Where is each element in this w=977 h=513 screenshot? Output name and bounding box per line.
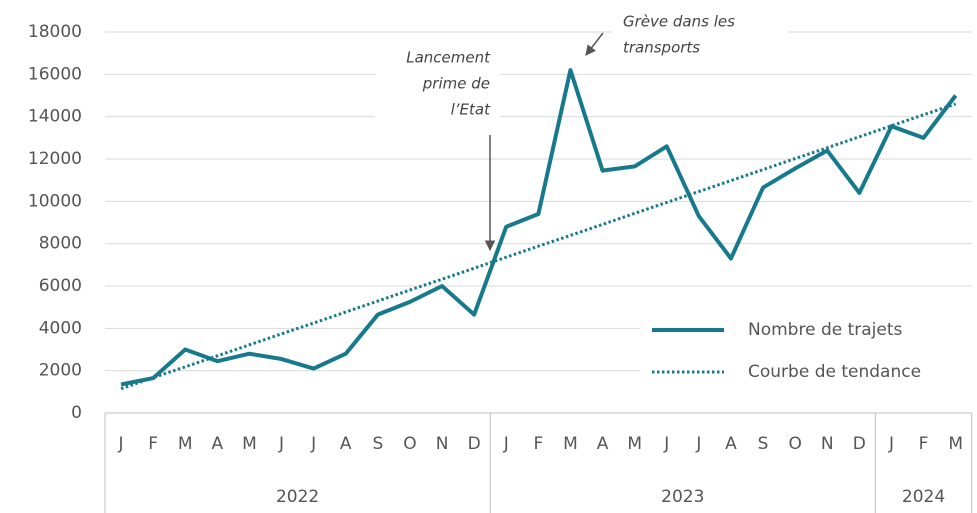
annotation-text: l’Etat (451, 101, 491, 119)
y-tick-label: 14000 (28, 107, 82, 127)
group-label: 2024 (902, 487, 945, 507)
data-line (120, 68, 958, 387)
x-tick-label: N (821, 434, 834, 454)
annotation-bg (375, 42, 500, 124)
x-tick-label: O (788, 434, 801, 454)
group-label: 2022 (276, 487, 319, 507)
x-tick-label: J (663, 434, 669, 454)
y-tick-label: 18000 (28, 22, 82, 42)
x-tick-label: M (242, 434, 257, 454)
y-tick-label: 10000 (28, 191, 82, 211)
x-tick-label: A (597, 434, 609, 454)
x-tick-label: M (563, 434, 578, 454)
x-tick-label: A (212, 434, 224, 454)
x-tick-label: S (372, 434, 383, 454)
x-tick-label: J (888, 434, 894, 454)
y-tick-label: 0 (71, 403, 82, 423)
annotation-text: Grève dans les (623, 13, 735, 31)
y-tick-label: 8000 (39, 234, 82, 254)
annotation-bg (612, 6, 788, 60)
x-tick-label: F (919, 434, 929, 454)
annotation-arrow (585, 32, 604, 56)
x-tick-label: S (758, 434, 769, 454)
annotation-text: prime de (422, 75, 490, 93)
y-tick-label: 2000 (39, 361, 82, 381)
legend-label: Courbe de tendance (748, 362, 921, 382)
y-tick-label: 12000 (28, 149, 82, 169)
x-tick-label: J (118, 434, 124, 454)
trend-line (120, 102, 957, 391)
x-tick-label: M (627, 434, 642, 454)
x-tick-label: J (695, 434, 701, 454)
x-tick-label: F (533, 434, 543, 454)
x-tick-label: J (278, 434, 284, 454)
legend-box (640, 312, 977, 392)
group-label: 2023 (661, 487, 704, 507)
legend-label: Nombre de trajets (748, 320, 903, 340)
y-tick-label: 6000 (39, 276, 82, 296)
y-tick-label: 16000 (28, 64, 82, 84)
annotation-text: Lancement (406, 49, 491, 67)
x-tick-label: D (468, 434, 481, 454)
x-tick-label: O (403, 434, 416, 454)
x-tick-label: A (725, 434, 737, 454)
x-tick-label: M (948, 434, 963, 454)
y-tick-label: 4000 (39, 318, 82, 338)
x-tick-label: J (310, 434, 316, 454)
x-tick-label: J (503, 434, 509, 454)
x-tick-label: F (148, 434, 158, 454)
x-tick-label: A (340, 434, 352, 454)
x-tick-label: D (853, 434, 866, 454)
x-tick-label: M (178, 434, 193, 454)
x-tick-label: N (436, 434, 449, 454)
annotation-text: transports (623, 39, 700, 57)
